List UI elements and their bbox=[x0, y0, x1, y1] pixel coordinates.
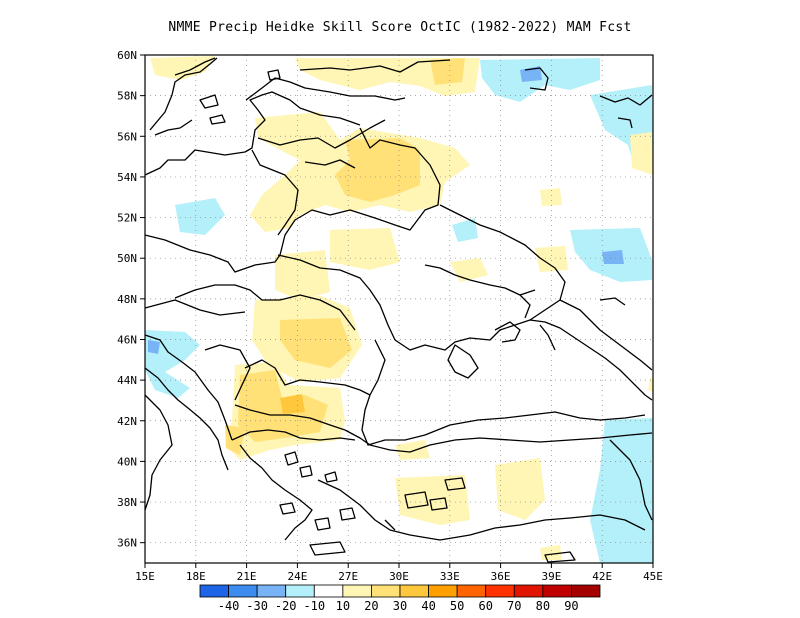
x-tick-label: 27E bbox=[338, 570, 358, 583]
colorbar-swatch bbox=[428, 584, 458, 598]
x-tick-label: 45E bbox=[643, 570, 663, 583]
y-tick-label: 58N bbox=[117, 90, 137, 103]
colorbar-label: 90 bbox=[564, 599, 578, 613]
y-tick-label: 56N bbox=[117, 130, 137, 143]
y-tick-label: 46N bbox=[117, 333, 137, 346]
colorbar-label: 50 bbox=[450, 599, 464, 613]
colorbar-swatch bbox=[199, 584, 229, 598]
x-tick-label: 24E bbox=[287, 570, 307, 583]
y-tick-label: 54N bbox=[117, 171, 137, 184]
colorbar-swatch bbox=[256, 584, 287, 598]
colorbar-swatch bbox=[542, 584, 572, 598]
colorbar-label: 80 bbox=[536, 599, 550, 613]
colorbar-swatch bbox=[313, 584, 344, 598]
y-tick-label: 42N bbox=[117, 415, 137, 428]
colorbar-swatch bbox=[571, 584, 601, 598]
colorbar-swatch bbox=[399, 584, 429, 598]
colorbar-label: -40 bbox=[218, 599, 240, 613]
colorbar-label: -30 bbox=[246, 599, 268, 613]
colorbar-swatch bbox=[513, 584, 544, 598]
y-axis-ticks: 36N 38N 40N 42N 44N 46N 48N 50N 52N 54N 56N 58N 60N bbox=[117, 49, 145, 550]
y-tick-label: 60N bbox=[117, 49, 137, 62]
x-tick-label: 33E bbox=[440, 570, 460, 583]
y-tick-label: 38N bbox=[117, 496, 137, 509]
y-tick-label: 48N bbox=[117, 293, 137, 306]
colorbar-swatch bbox=[228, 584, 258, 598]
x-axis-ticks: 15E 18E 21E 24E 27E 30E 33E 36E 39E 42E 45E bbox=[135, 563, 663, 583]
colorbar-label: 20 bbox=[364, 599, 378, 613]
colorbar-label: 70 bbox=[507, 599, 521, 613]
x-tick-label: 30E bbox=[389, 570, 409, 583]
colorbar-label: 40 bbox=[421, 599, 435, 613]
colorbar-label: -20 bbox=[275, 599, 297, 613]
x-tick-label: 36E bbox=[491, 570, 511, 583]
skill-shading-high-positive bbox=[280, 394, 305, 414]
colorbar: -40 -30 -20 -10 10 20 30 40 50 60 70 80 90 bbox=[199, 584, 601, 613]
map-title: NMME Precip Heidke Skill Score OctIC (19… bbox=[168, 20, 632, 35]
x-tick-label: 15E bbox=[135, 570, 155, 583]
colorbar-label: -10 bbox=[303, 599, 325, 613]
colorbar-label: 10 bbox=[336, 599, 350, 613]
colorbar-swatch bbox=[371, 584, 401, 598]
colorbar-swatch bbox=[342, 584, 372, 598]
y-tick-label: 36N bbox=[117, 537, 137, 550]
colorbar-label: 30 bbox=[393, 599, 407, 613]
colorbar-swatch bbox=[285, 584, 315, 598]
x-tick-label: 21E bbox=[237, 570, 257, 583]
y-tick-label: 40N bbox=[117, 455, 137, 468]
x-tick-label: 42E bbox=[592, 570, 612, 583]
y-tick-label: 44N bbox=[117, 374, 137, 387]
y-tick-label: 50N bbox=[117, 252, 137, 265]
x-tick-label: 18E bbox=[186, 570, 206, 583]
x-tick-label: 39E bbox=[541, 570, 561, 583]
colorbar-swatch bbox=[456, 584, 487, 598]
colorbar-label: 60 bbox=[478, 599, 492, 613]
coastlines-and-borders bbox=[144, 57, 653, 563]
y-tick-label: 52N bbox=[117, 212, 137, 225]
colorbar-swatch bbox=[485, 584, 515, 598]
